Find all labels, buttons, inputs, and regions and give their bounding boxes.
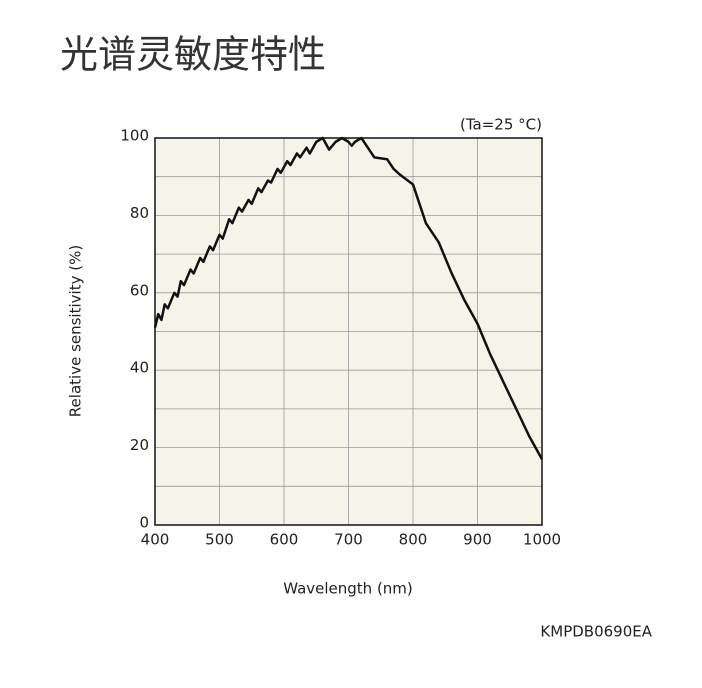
y-tick-label: 20 (130, 436, 149, 454)
y-axis-label: Relative sensitivity (%) (67, 245, 85, 417)
y-tick-label: 0 (139, 514, 149, 532)
x-tick-label: 900 (463, 531, 492, 549)
x-tick-label: 400 (141, 531, 170, 549)
x-tick-label: 800 (399, 531, 428, 549)
x-tick-label: 1000 (523, 531, 561, 549)
chart-title: 光谱灵敏度特性 (60, 33, 326, 77)
x-tick-label: 700 (334, 531, 363, 549)
code-label: KMPDB0690EA (540, 623, 652, 641)
line-series (153, 136, 544, 460)
y-tick-label: 40 (130, 359, 149, 377)
x-axis-label: Wavelength (nm) (283, 580, 413, 598)
x-tick-label: 500 (205, 531, 234, 549)
plot-frame (154, 137, 543, 526)
y-tick-label: 80 (130, 204, 149, 222)
y-tick-label: 100 (120, 127, 149, 145)
annotation: (Ta=25 °C) (460, 116, 542, 134)
y-tick-label: 60 (130, 281, 149, 299)
x-tick-label: 600 (270, 531, 299, 549)
